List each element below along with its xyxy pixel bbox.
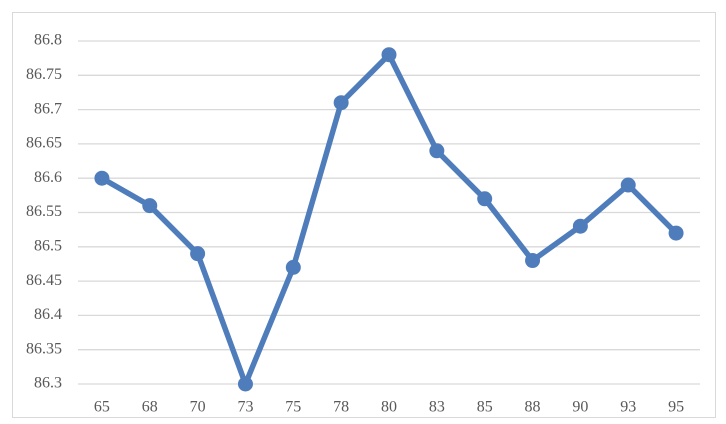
point — [381, 47, 397, 63]
point — [620, 177, 636, 193]
point — [477, 191, 493, 207]
x-tick-label: 78 — [333, 399, 349, 416]
point — [94, 170, 110, 186]
y-tick-label: 86.3 — [34, 375, 62, 392]
point — [285, 259, 301, 275]
y-tick-label: 86.8 — [34, 32, 62, 49]
point — [142, 198, 158, 214]
y-tick-label: 86.45 — [26, 272, 62, 289]
point — [333, 95, 349, 111]
x-tick-label: 85 — [477, 399, 493, 416]
point — [668, 225, 684, 241]
y-tick-label: 86.6 — [34, 169, 62, 186]
point — [572, 218, 588, 234]
chart-border — [12, 12, 716, 418]
x-tick-label: 95 — [668, 399, 684, 416]
y-tick-label: 86.7 — [34, 100, 62, 117]
x-tick-label: 65 — [94, 399, 110, 416]
point — [190, 246, 206, 262]
x-tick-label: 93 — [620, 399, 636, 416]
x-tick-label: 73 — [237, 399, 253, 416]
point — [237, 376, 253, 392]
y-tick-label: 86.4 — [34, 306, 62, 323]
y-tick-label: 86.75 — [26, 66, 62, 83]
x-tick-label: 75 — [285, 399, 301, 416]
y-tick-label: 86.55 — [26, 203, 62, 220]
x-tick-label: 68 — [142, 399, 158, 416]
y-tick-label: 86.65 — [26, 135, 62, 152]
x-tick-label: 90 — [572, 399, 588, 416]
x-tick-label: 80 — [381, 399, 397, 416]
x-tick-label: 83 — [429, 399, 445, 416]
x-tick-label: 88 — [525, 399, 541, 416]
point — [525, 253, 541, 269]
x-tick-label: 70 — [190, 399, 206, 416]
y-tick-label: 86.5 — [34, 237, 62, 254]
point — [429, 143, 445, 159]
y-tick-label: 86.35 — [26, 340, 62, 357]
